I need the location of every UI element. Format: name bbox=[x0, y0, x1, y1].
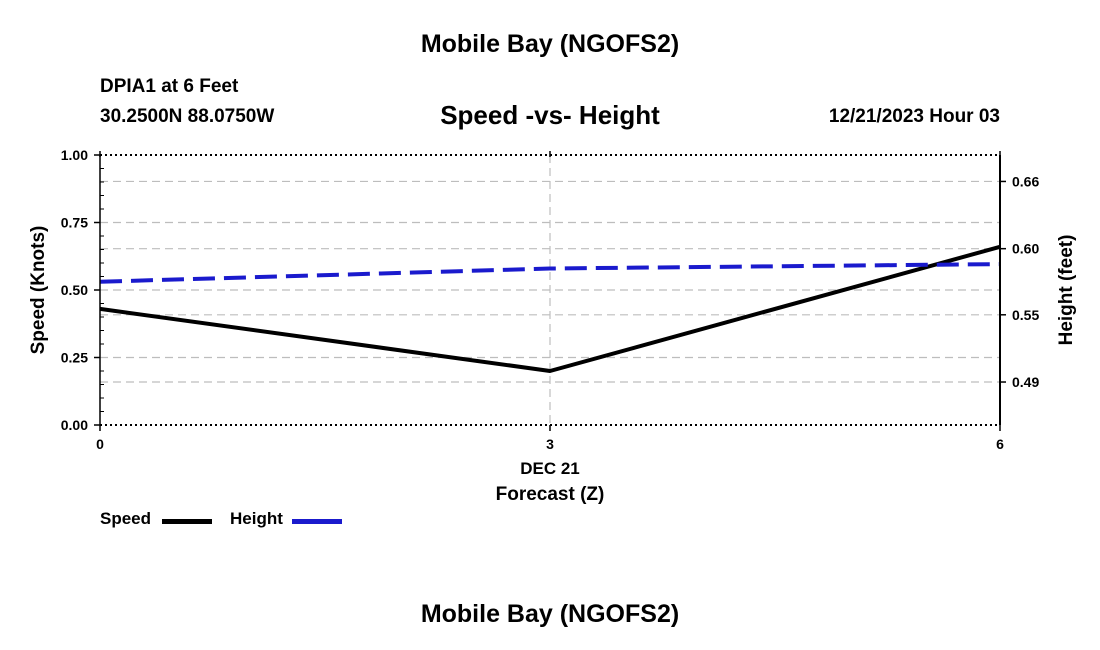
y-tick-label: 0.00 bbox=[61, 417, 88, 433]
series-line-height bbox=[99, 262, 1001, 284]
station-coordinates: 30.2500N 88.0750W bbox=[100, 106, 275, 127]
y-tick-label: 0.75 bbox=[61, 215, 88, 231]
x-tick-label: 6 bbox=[996, 436, 1004, 452]
legend-label-speed: Speed bbox=[100, 509, 152, 528]
series-group bbox=[99, 244, 1001, 373]
grid bbox=[100, 155, 1000, 425]
y-tick-label: 1.00 bbox=[61, 147, 88, 163]
legend-swatch-speed bbox=[162, 519, 212, 524]
legend-label-height: Height bbox=[230, 509, 283, 528]
x-axis-title: Forecast (Z) bbox=[496, 484, 605, 505]
chart-title: Speed -vs- Height bbox=[440, 100, 660, 130]
x-axis-date-label: DEC 21 bbox=[520, 459, 580, 478]
y2-tick-label: 0.66 bbox=[1012, 173, 1039, 189]
y2-tick-label: 0.55 bbox=[1012, 307, 1039, 323]
y2-axis-title: Height (feet) bbox=[1056, 235, 1077, 346]
series-line-speed bbox=[99, 244, 1001, 373]
forecast-datetime: 12/21/2023 Hour 03 bbox=[828, 106, 1000, 127]
y-tick-label: 0.50 bbox=[61, 282, 88, 298]
y2-tick-label: 0.60 bbox=[1012, 241, 1039, 257]
x-tick-label: 0 bbox=[96, 436, 104, 452]
station-label: DPIA1 at 6 Feet bbox=[100, 76, 239, 97]
legend-swatch-height bbox=[292, 519, 342, 524]
x-tick-label: 3 bbox=[546, 436, 554, 452]
y-axis-title: Speed (Knots) bbox=[28, 226, 49, 355]
y-tick-label: 0.25 bbox=[61, 350, 88, 366]
axes: 0.00 0.25 0.50 0.75 1.00 0.49 0.55 0.60 0.66 0 3 6 bbox=[61, 147, 1040, 452]
page-title: Mobile Bay (NGOFS2) bbox=[420, 30, 680, 58]
footer-title: Mobile Bay (NGOFS2) bbox=[420, 600, 680, 628]
y2-tick-label: 0.49 bbox=[1012, 374, 1039, 390]
